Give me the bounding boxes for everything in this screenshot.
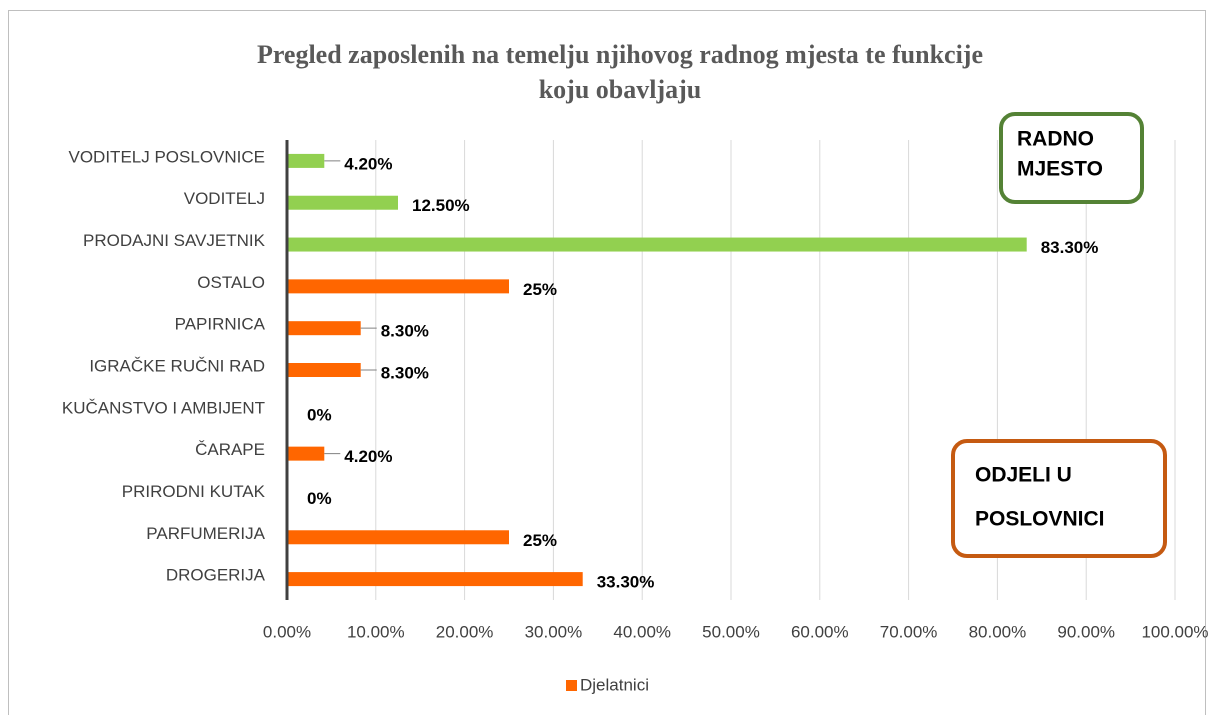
data-label: 8.30% xyxy=(381,363,429,382)
y-tick-label: OSTALO xyxy=(197,273,265,292)
bar xyxy=(287,572,583,587)
x-tick-label: 20.00% xyxy=(436,622,494,641)
x-tick-label: 100.00% xyxy=(1141,622,1208,641)
x-tick-label: 10.00% xyxy=(347,622,405,641)
legend-label: Djelatnici xyxy=(580,675,649,694)
y-tick-label: KUČANSTVO I AMBIJENT xyxy=(62,398,265,417)
bar xyxy=(287,195,398,210)
chart-title: Pregled zaposlenih na temelju njihovog r… xyxy=(257,40,983,69)
y-tick-label: ČARAPE xyxy=(195,440,265,459)
x-tick-label: 0.00% xyxy=(263,622,311,641)
data-label: 33.30% xyxy=(597,573,655,592)
data-label: 25% xyxy=(523,280,557,299)
data-label: 25% xyxy=(523,531,557,550)
x-tick-label: 30.00% xyxy=(525,622,583,641)
bar xyxy=(287,153,325,168)
x-tick-label: 90.00% xyxy=(1057,622,1115,641)
y-tick-label: VODITELJ xyxy=(184,189,265,208)
data-label: 0% xyxy=(307,405,332,424)
annotation-box xyxy=(951,439,1167,558)
y-tick-label: PAPIRNICA xyxy=(175,315,266,334)
x-tick-label: 50.00% xyxy=(702,622,760,641)
bar xyxy=(287,237,1027,252)
x-tick-label: 60.00% xyxy=(791,622,849,641)
data-label: 8.30% xyxy=(381,322,429,341)
annotation-text: MJESTO xyxy=(1017,158,1103,181)
bar xyxy=(287,279,509,294)
y-tick-label: PRODAJNI SAVJETNIK xyxy=(83,231,266,250)
y-tick-label: VODITELJ POSLOVNICE xyxy=(69,147,266,166)
bar xyxy=(287,363,361,377)
data-label: 83.30% xyxy=(1041,238,1099,257)
data-label: 4.20% xyxy=(344,447,392,466)
chart-title: koju obavljaju xyxy=(539,75,702,104)
y-tick-label: IGRAČKE RUČNI RAD xyxy=(89,356,265,375)
bar xyxy=(287,530,509,545)
y-tick-label: PARFUMERIJA xyxy=(146,524,265,543)
data-label: 0% xyxy=(307,489,332,508)
x-tick-label: 70.00% xyxy=(880,622,938,641)
y-tick-label: DROGERIJA xyxy=(166,566,266,585)
x-tick-label: 80.00% xyxy=(969,622,1027,641)
annotation-text: RADNO xyxy=(1017,128,1094,151)
data-label: 4.20% xyxy=(344,154,392,173)
annotation-text: POSLOVNICI xyxy=(975,508,1105,531)
annotation-box xyxy=(999,112,1144,204)
y-tick-label: PRIRODNI KUTAK xyxy=(122,482,266,501)
bar xyxy=(287,321,361,336)
annotation-text: ODJELI U xyxy=(975,464,1072,487)
data-label: 12.50% xyxy=(412,196,470,215)
legend-swatch xyxy=(566,680,577,691)
bar xyxy=(287,446,325,461)
x-tick-label: 40.00% xyxy=(613,622,671,641)
